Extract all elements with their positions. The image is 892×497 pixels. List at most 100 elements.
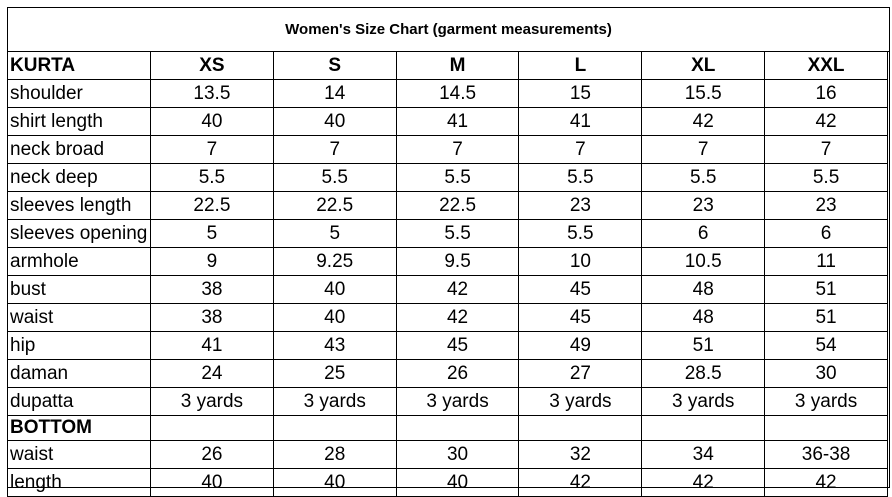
measurement-value: 22.5 <box>272 191 397 220</box>
measurement-value: 15 <box>518 79 643 108</box>
measurement-value: 5.5 <box>395 219 520 248</box>
size-chart-body: KURTA XS S M L XL XXL shoulder 13.5 14 14.5… <box>7 51 888 497</box>
measurement-value: 5.5 <box>518 219 643 248</box>
size-header-s: S <box>272 51 397 80</box>
measurement-value: 28.5 <box>641 359 766 388</box>
measurement-value: 11 <box>764 247 888 276</box>
measurement-value: 7 <box>518 135 643 164</box>
measurement-value: 9.25 <box>272 247 397 276</box>
measurement-value: 22.5 <box>395 191 520 220</box>
measurement-value: 3 yards <box>272 387 397 416</box>
measurement-value: 9.5 <box>395 247 520 276</box>
measurement-value: 32 <box>518 440 643 469</box>
measurement-value: 3 yards <box>764 387 888 416</box>
measurement-value: 40 <box>272 468 397 497</box>
measurement-label: neck broad <box>7 135 151 164</box>
bottom-section-header-row: BOTTOM <box>7 415 888 441</box>
kurta-row: shoulder 13.5 14 14.5 15 15.5 16 <box>7 79 888 108</box>
measurement-value: 5.5 <box>149 163 274 192</box>
measurement-label: waist <box>7 303 151 332</box>
measurement-value: 3 yards <box>149 387 274 416</box>
measurement-value: 24 <box>149 359 274 388</box>
kurta-row: waist 38 40 42 45 48 51 <box>7 303 888 332</box>
measurement-value: 3 yards <box>395 387 520 416</box>
measurement-value: 42 <box>395 303 520 332</box>
measurement-value: 40 <box>272 275 397 304</box>
measurement-value: 51 <box>764 275 888 304</box>
measurement-value: 14 <box>272 79 397 108</box>
measurement-label: neck deep <box>7 163 151 192</box>
measurement-value: 6 <box>764 219 888 248</box>
measurement-value: 36-38 <box>764 440 888 469</box>
measurement-value: 26 <box>395 359 520 388</box>
kurta-row: bust 38 40 42 45 48 51 <box>7 275 888 304</box>
kurta-row: sleeves opening 5 5 5.5 5.5 6 6 <box>7 219 888 248</box>
measurement-value: 22.5 <box>149 191 274 220</box>
kurta-row: neck deep 5.5 5.5 5.5 5.5 5.5 5.5 <box>7 163 888 192</box>
empty-cell <box>149 415 274 441</box>
measurement-value: 54 <box>764 331 888 360</box>
kurta-row: dupatta 3 yards 3 yards 3 yards 3 yards 3 yar… <box>7 387 888 416</box>
kurta-row: hip 41 43 45 49 51 54 <box>7 331 888 360</box>
size-header-xxl: XXL <box>764 51 888 80</box>
bottom-section-label: BOTTOM <box>7 415 151 441</box>
measurement-value: 28 <box>272 440 397 469</box>
measurement-value: 42 <box>518 468 643 497</box>
size-chart-table: KURTA XS S M L XL XXL shoulder 13.5 14 14.5… <box>7 51 888 497</box>
kurta-section-label: KURTA <box>7 51 151 80</box>
measurement-value: 7 <box>641 135 766 164</box>
measurement-value: 42 <box>764 107 888 136</box>
empty-cell <box>272 415 397 441</box>
measurement-value: 42 <box>641 107 766 136</box>
measurement-value: 48 <box>641 303 766 332</box>
measurement-value: 40 <box>395 468 520 497</box>
measurement-value: 42 <box>641 468 766 497</box>
size-header-xl: XL <box>641 51 766 80</box>
measurement-value: 10.5 <box>641 247 766 276</box>
measurement-value: 14.5 <box>395 79 520 108</box>
measurement-value: 38 <box>149 303 274 332</box>
measurement-value: 10 <box>518 247 643 276</box>
kurta-row: neck broad 7 7 7 7 7 7 <box>7 135 888 164</box>
measurement-value: 40 <box>272 107 397 136</box>
measurement-value: 5 <box>272 219 397 248</box>
measurement-value: 40 <box>272 303 397 332</box>
kurta-row: daman 24 25 26 27 28.5 30 <box>7 359 888 388</box>
measurement-label: sleeves length <box>7 191 151 220</box>
size-header-xs: XS <box>149 51 274 80</box>
kurta-row: shirt length 40 40 41 41 42 42 <box>7 107 888 136</box>
measurement-value: 41 <box>518 107 643 136</box>
measurement-value: 5.5 <box>518 163 643 192</box>
measurement-value: 7 <box>395 135 520 164</box>
measurement-value: 15.5 <box>641 79 766 108</box>
measurement-value: 48 <box>641 275 766 304</box>
size-header-m: M <box>395 51 520 80</box>
measurement-value: 45 <box>518 303 643 332</box>
measurement-label: daman <box>7 359 151 388</box>
measurement-value: 43 <box>272 331 397 360</box>
measurement-value: 3 yards <box>518 387 643 416</box>
empty-cell <box>641 415 766 441</box>
kurta-row: armhole 9 9.25 9.5 10 10.5 11 <box>7 247 888 276</box>
measurement-label: shirt length <box>7 107 151 136</box>
measurement-value: 27 <box>518 359 643 388</box>
measurement-value: 5.5 <box>272 163 397 192</box>
empty-cell <box>395 415 520 441</box>
header-row: KURTA XS S M L XL XXL <box>7 51 888 80</box>
measurement-value: 16 <box>764 79 888 108</box>
measurement-label: length <box>7 468 151 497</box>
measurement-value: 3 yards <box>641 387 766 416</box>
measurement-value: 7 <box>764 135 888 164</box>
measurement-label: armhole <box>7 247 151 276</box>
measurement-value: 25 <box>272 359 397 388</box>
measurement-label: sleeves opening <box>7 219 151 248</box>
measurement-value: 41 <box>395 107 520 136</box>
measurement-value: 30 <box>395 440 520 469</box>
measurement-label: shoulder <box>7 79 151 108</box>
measurement-label: dupatta <box>7 387 151 416</box>
size-header-l: L <box>518 51 643 80</box>
chart-title: Women's Size Chart (garment measurements… <box>8 8 889 52</box>
measurement-value: 5.5 <box>764 163 888 192</box>
measurement-label: hip <box>7 331 151 360</box>
measurement-value: 40 <box>149 107 274 136</box>
